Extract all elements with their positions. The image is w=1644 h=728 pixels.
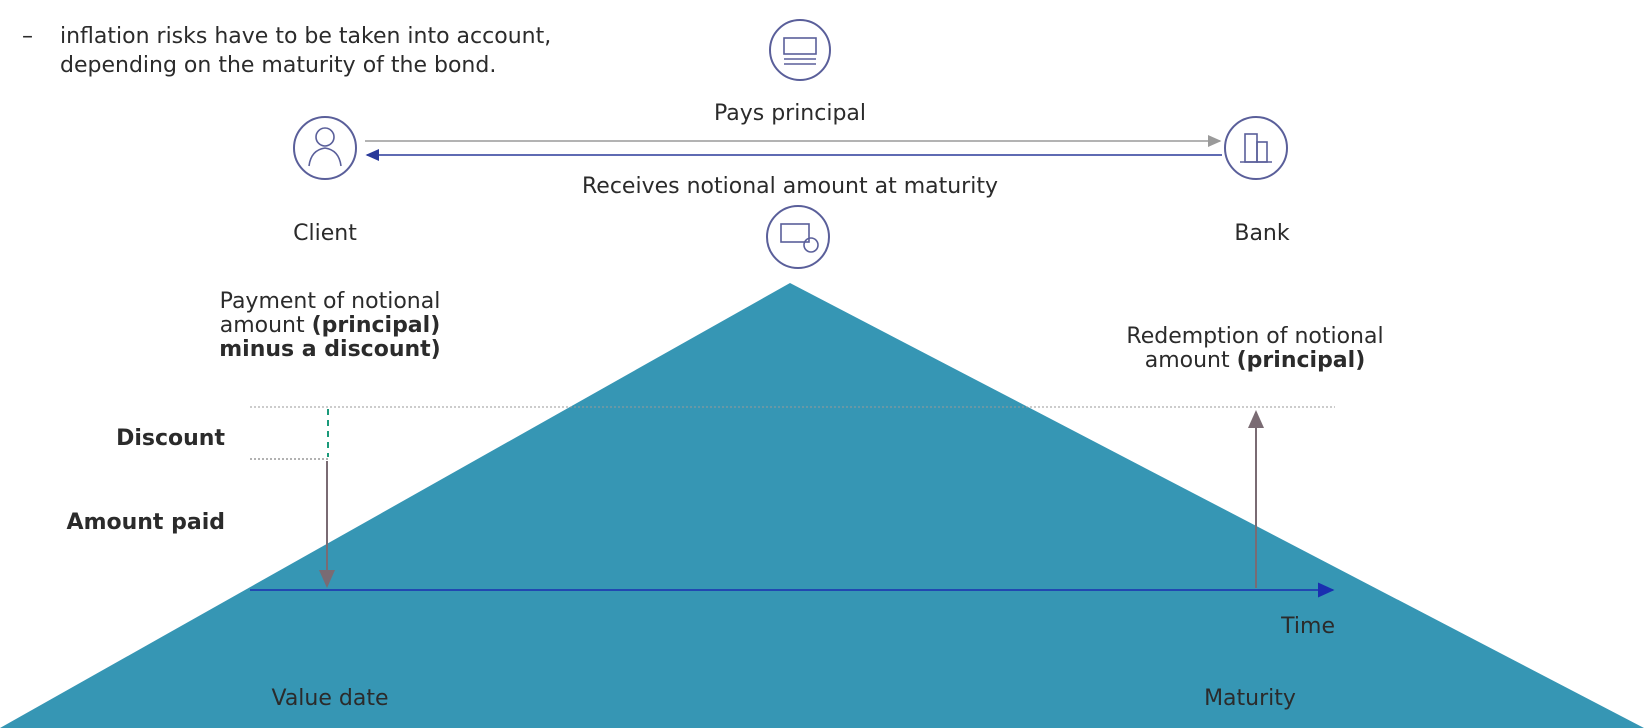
payment-label: amount (principal): [220, 313, 441, 338]
flow-label: Pays principal: [714, 101, 866, 126]
text: amount: [1145, 348, 1230, 373]
discount-label: Discount: [116, 426, 225, 451]
text-bold: (principal): [312, 313, 441, 338]
axis-label: Time: [1280, 614, 1335, 639]
end-label: Maturity: [1204, 686, 1296, 711]
payment-label: Payment of notional: [220, 289, 441, 314]
party-label: Client: [293, 221, 357, 246]
start-label: Value date: [271, 686, 388, 711]
text-bold: (principal): [1237, 348, 1366, 373]
payment-label: minus a discount): [219, 337, 440, 362]
icon-maturity: [766, 205, 830, 269]
flow-label: Receives notional amount at maturity: [582, 174, 998, 199]
bullet-line: inflation risks have to be taken into ac…: [60, 24, 551, 49]
text: amount: [220, 313, 305, 338]
icon-payment: [769, 19, 831, 81]
party-label: Bank: [1234, 221, 1290, 246]
icon-client: [293, 116, 357, 180]
background-triangle: [0, 283, 1644, 728]
icon-bank: [1224, 116, 1288, 180]
redemption-label: amount (principal): [1145, 348, 1366, 373]
redemption-label: Redemption of notional: [1126, 324, 1383, 349]
amount-paid-label: Amount paid: [67, 510, 225, 535]
bullet-line: depending on the maturity of the bond.: [60, 53, 496, 78]
bullet-marker: –: [22, 24, 33, 49]
